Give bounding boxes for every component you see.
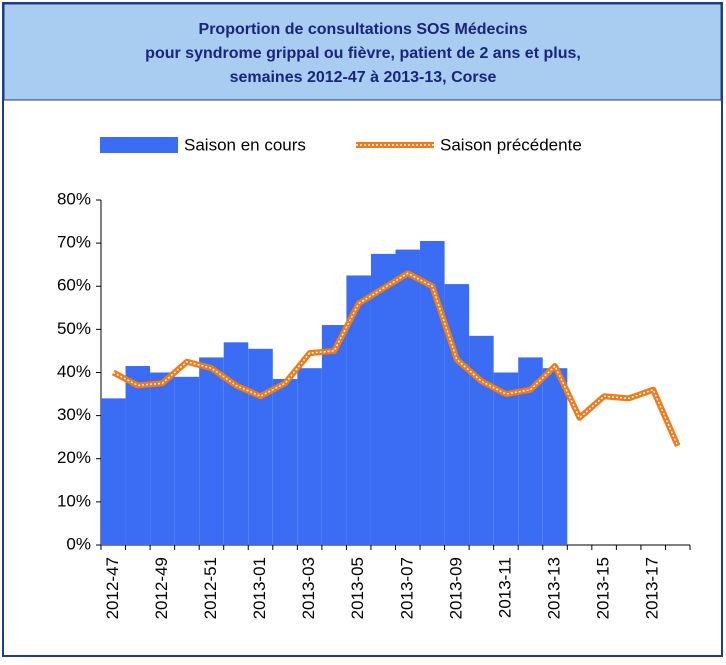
x-tick-label: 2013-11 [495,557,514,618]
x-tick-label: 2012-49 [152,557,171,619]
bar [223,342,249,545]
y-tick-label: 60% [57,276,91,295]
bar [542,368,568,545]
y-tick-label: 40% [57,362,91,381]
x-tick-label: 2013-15 [594,557,613,619]
y-tick-label: 70% [57,233,91,252]
bar [493,372,519,545]
line-pattern [112,272,679,447]
legend-swatch [100,137,178,153]
bar [248,348,273,545]
legend-label: Saison en cours [184,135,306,154]
y-tick-label: 30% [57,405,91,424]
x-tick-label: 2012-51 [201,557,220,619]
y-tick-label: 0% [66,534,91,553]
bar [125,366,151,545]
chart-title: pour syndrome grippal ou fièvre, patient… [145,45,581,62]
x-tick-label: 2013-17 [643,557,662,619]
bar [297,368,322,545]
bar [199,357,224,545]
bar [101,398,126,545]
bar [150,372,175,545]
x-tick-label: 2013-07 [397,557,416,619]
x-tick-label: 2013-03 [299,557,318,619]
y-tick-label: 80% [57,189,91,208]
y-tick-label: 20% [57,448,91,467]
x-tick-label: 2013-09 [446,557,465,619]
bar [395,249,421,545]
bar [444,284,470,545]
x-tick-label: 2013-01 [250,557,269,619]
x-tick-label: 2013-13 [545,557,564,619]
bar [321,325,347,545]
bar [174,376,200,545]
legend-label: Saison précédente [440,135,582,154]
y-tick-label: 50% [57,319,91,338]
x-tick-label: 2012-47 [103,557,122,619]
bar [272,378,298,545]
y-tick-label: 10% [57,491,91,510]
bar [469,335,494,545]
chart-title: semaines 2012-47 à 2013-13, Corse [230,69,497,86]
chart-title: Proportion de consultations SOS Médecins [199,21,528,38]
bar [370,253,396,545]
title-box [3,3,722,101]
x-tick-label: 2013-05 [348,557,367,619]
